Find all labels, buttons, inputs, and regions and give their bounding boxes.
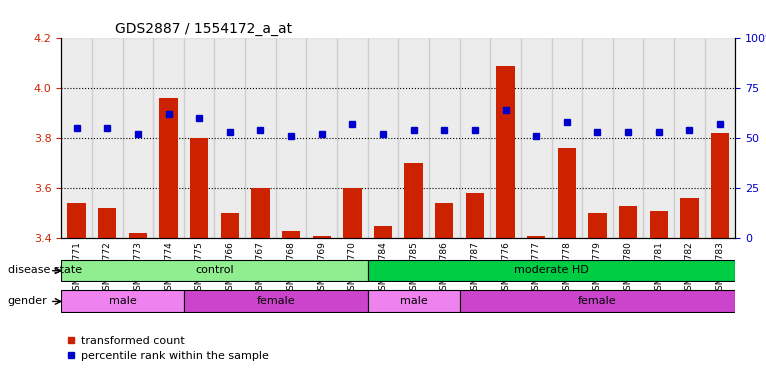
Bar: [429, 38, 460, 238]
FancyBboxPatch shape: [368, 260, 735, 281]
Bar: [552, 38, 582, 238]
Bar: [153, 38, 184, 238]
FancyBboxPatch shape: [184, 290, 368, 312]
FancyBboxPatch shape: [368, 290, 460, 312]
Legend: transformed count, percentile rank within the sample: transformed count, percentile rank withi…: [67, 336, 269, 361]
Text: moderate HD: moderate HD: [514, 265, 589, 275]
Bar: [343, 188, 362, 238]
Text: male: male: [400, 296, 427, 306]
Text: male: male: [109, 296, 136, 306]
Bar: [643, 38, 674, 238]
FancyBboxPatch shape: [61, 260, 368, 281]
Text: GDS2887 / 1554172_a_at: GDS2887 / 1554172_a_at: [115, 22, 293, 36]
Bar: [214, 38, 245, 238]
Bar: [129, 233, 147, 238]
Bar: [190, 138, 208, 238]
Bar: [588, 213, 607, 238]
Bar: [123, 38, 153, 238]
Bar: [527, 235, 545, 238]
Bar: [674, 38, 705, 238]
Bar: [98, 208, 116, 238]
Text: female: female: [257, 296, 295, 306]
Text: disease state: disease state: [8, 265, 82, 275]
Bar: [306, 38, 337, 238]
Bar: [92, 38, 123, 238]
Bar: [245, 38, 276, 238]
Bar: [496, 66, 515, 238]
FancyBboxPatch shape: [61, 290, 184, 312]
Bar: [613, 38, 643, 238]
Bar: [490, 38, 521, 238]
Text: female: female: [578, 296, 617, 306]
Bar: [582, 38, 613, 238]
Bar: [711, 133, 729, 238]
Bar: [337, 38, 368, 238]
Bar: [313, 235, 331, 238]
Bar: [705, 38, 735, 238]
Bar: [680, 198, 699, 238]
Bar: [251, 188, 270, 238]
Bar: [276, 38, 306, 238]
Bar: [282, 230, 300, 238]
Bar: [221, 213, 239, 238]
Bar: [67, 203, 86, 238]
Bar: [61, 38, 92, 238]
Bar: [650, 210, 668, 238]
Text: control: control: [195, 265, 234, 275]
Bar: [159, 98, 178, 238]
Bar: [460, 38, 490, 238]
Bar: [521, 38, 552, 238]
Bar: [466, 193, 484, 238]
Bar: [619, 205, 637, 238]
Bar: [398, 38, 429, 238]
Text: gender: gender: [8, 296, 47, 306]
Bar: [404, 163, 423, 238]
FancyBboxPatch shape: [460, 290, 735, 312]
Bar: [368, 38, 398, 238]
Bar: [435, 203, 453, 238]
Bar: [558, 148, 576, 238]
Bar: [374, 225, 392, 238]
Bar: [184, 38, 214, 238]
